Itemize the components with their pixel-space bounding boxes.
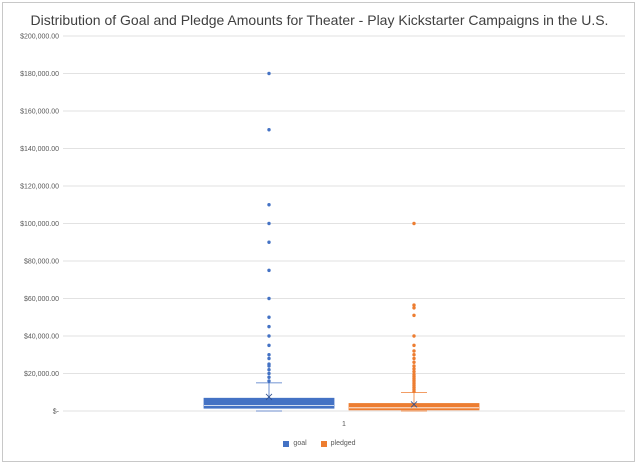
goal-outlier-point <box>267 324 271 329</box>
chart-legend: goal pledged <box>3 440 636 447</box>
y-tick-label: $20,000.00 <box>24 371 59 378</box>
goal-outlier-point <box>267 375 271 379</box>
goal-outlier-point <box>267 379 271 383</box>
legend-label-pledged: pledged <box>330 440 356 447</box>
goal-mean-marker-cross <box>265 393 273 401</box>
y-tick-label: $60,000.00 <box>24 296 59 303</box>
pledged-outlier-point <box>412 349 416 353</box>
goal-outlier-point <box>267 296 271 301</box>
goal-outlier-point <box>267 240 271 244</box>
pledged-outlier-point <box>412 372 416 377</box>
goal-outlier-point <box>267 362 271 366</box>
pledged-outlier-point <box>412 367 416 371</box>
pledged-outlier-point <box>412 221 416 226</box>
legend-swatch-goal <box>283 440 290 447</box>
pledged-outlier-point <box>412 360 416 364</box>
goal-outlier-point <box>267 128 271 132</box>
goal-outlier-point <box>267 353 271 357</box>
legend-label-goal: goal <box>293 440 307 447</box>
goal-outlier-point <box>267 221 271 226</box>
pledged-outlier-point <box>412 306 416 310</box>
chart-title: Distribution of Goal and Pledge Amounts … <box>30 12 609 28</box>
pledged-outlier-point <box>412 343 416 348</box>
goal-outlier-point <box>267 268 271 273</box>
legend-swatch-pledged <box>320 440 327 447</box>
y-tick-label: $100,000.00 <box>20 221 59 228</box>
pledged-outlier-point <box>412 313 416 318</box>
pledged-outlier-point <box>412 303 416 307</box>
pledged-box <box>348 403 480 411</box>
chart-frame: Distribution of Goal and Pledge Amounts … <box>2 2 635 462</box>
y-tick-label: $80,000.00 <box>24 259 59 266</box>
pledged-outlier-point <box>412 334 416 338</box>
pledged-outlier-point <box>412 356 416 361</box>
y-tick-label: $180,000.00 <box>20 71 59 78</box>
y-tick-label: $120,000.00 <box>20 184 59 191</box>
box-plot-chart: $- $20,000.00 $40,000.00 $60,000.00 $80,000.… <box>20 34 625 428</box>
y-tick-label: $160,000.00 <box>20 109 59 116</box>
y-tick-label: $- <box>53 409 60 416</box>
goal-outlier-point <box>267 203 271 207</box>
legend-item-goal: goal <box>283 440 307 447</box>
pledged-outlier-point <box>412 364 416 368</box>
goal-outlier-point <box>267 315 271 319</box>
goal-outlier-point <box>267 356 271 361</box>
y-tick-label: $40,000.00 <box>24 334 59 341</box>
y-tick-label: $200,000.00 <box>20 34 59 41</box>
pledged-outlier-point <box>412 353 416 357</box>
goal-outlier-point <box>267 368 271 372</box>
goal-outlier-point <box>267 334 271 338</box>
goal-box <box>203 397 335 409</box>
goal-outlier-point <box>267 343 271 348</box>
y-tick-label: $140,000.00 <box>20 146 59 153</box>
pledged-mean-marker-cross <box>410 401 418 408</box>
legend-item-pledged: pledged <box>320 440 356 447</box>
pledged-outlier-point <box>412 369 416 374</box>
goal-outlier-point <box>267 371 271 376</box>
goal-outlier-point <box>267 71 271 76</box>
x-tick-label: 1 <box>342 421 346 428</box>
